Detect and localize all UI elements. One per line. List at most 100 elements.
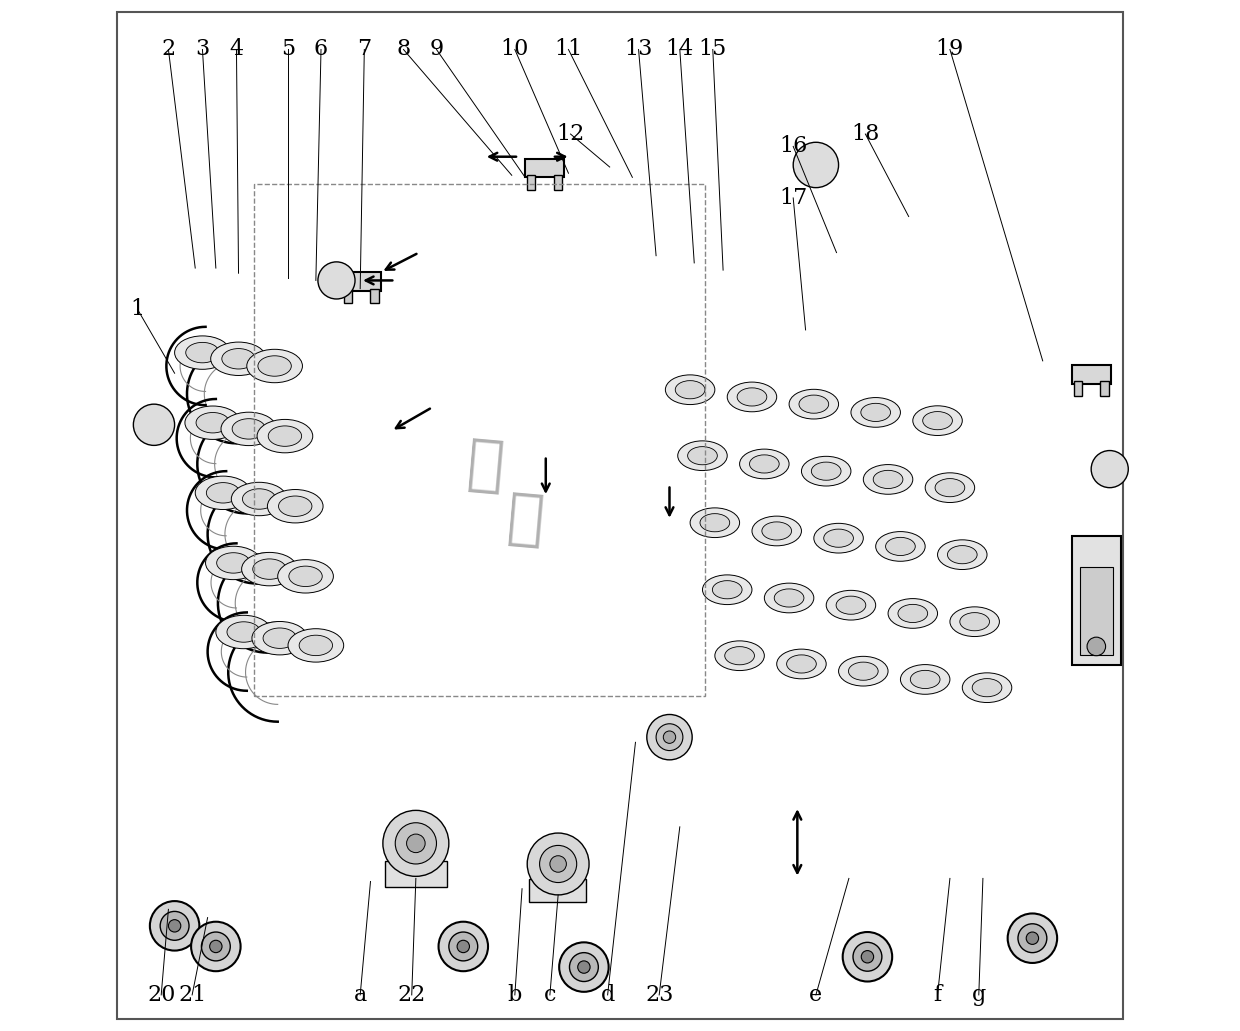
Ellipse shape [247, 350, 303, 383]
Ellipse shape [253, 559, 286, 579]
Ellipse shape [290, 571, 388, 600]
Ellipse shape [789, 390, 838, 419]
Ellipse shape [838, 657, 888, 686]
Ellipse shape [691, 508, 739, 537]
Text: 11: 11 [554, 38, 583, 61]
Polygon shape [455, 146, 1094, 830]
Ellipse shape [813, 524, 863, 553]
Ellipse shape [569, 953, 599, 982]
Ellipse shape [206, 546, 262, 579]
Ellipse shape [663, 731, 676, 743]
Text: e: e [810, 984, 822, 1006]
Ellipse shape [737, 388, 766, 406]
Text: g: g [972, 984, 986, 1006]
Text: 14: 14 [666, 38, 694, 61]
Ellipse shape [751, 517, 801, 545]
Ellipse shape [644, 427, 742, 456]
Text: 6: 6 [314, 38, 329, 61]
Ellipse shape [539, 845, 577, 883]
Ellipse shape [848, 662, 878, 680]
Ellipse shape [278, 560, 334, 593]
Ellipse shape [559, 942, 609, 992]
Polygon shape [314, 467, 725, 627]
Ellipse shape [232, 419, 265, 439]
Polygon shape [278, 328, 701, 490]
Text: 7: 7 [357, 38, 371, 61]
Ellipse shape [236, 362, 334, 391]
Polygon shape [332, 537, 739, 697]
Ellipse shape [169, 920, 181, 932]
Ellipse shape [253, 431, 351, 460]
Ellipse shape [317, 262, 355, 299]
Ellipse shape [712, 580, 742, 599]
Bar [554, 175, 562, 190]
Ellipse shape [222, 348, 255, 369]
Ellipse shape [289, 566, 322, 587]
Text: f: f [934, 984, 941, 1006]
Bar [384, 861, 446, 887]
Ellipse shape [195, 476, 250, 509]
Ellipse shape [888, 599, 937, 628]
Ellipse shape [670, 564, 768, 593]
Bar [343, 289, 352, 303]
Text: a: a [353, 984, 367, 1006]
Bar [529, 879, 587, 902]
Ellipse shape [811, 462, 841, 480]
Ellipse shape [676, 380, 706, 399]
Bar [1080, 567, 1112, 655]
Text: 23: 23 [645, 984, 673, 1006]
Bar [1071, 536, 1121, 665]
Ellipse shape [407, 834, 425, 853]
Ellipse shape [175, 336, 231, 369]
Ellipse shape [196, 412, 229, 433]
Ellipse shape [678, 441, 727, 470]
Ellipse shape [299, 635, 332, 656]
Ellipse shape [232, 483, 286, 516]
Ellipse shape [449, 932, 477, 961]
Text: 组: 组 [505, 490, 546, 552]
Ellipse shape [937, 540, 987, 569]
Polygon shape [350, 607, 751, 764]
Ellipse shape [935, 478, 965, 497]
Ellipse shape [252, 622, 308, 655]
Polygon shape [295, 397, 713, 558]
Text: 19: 19 [936, 38, 963, 61]
Ellipse shape [913, 406, 962, 435]
Ellipse shape [309, 640, 405, 669]
Ellipse shape [279, 496, 312, 517]
Ellipse shape [972, 678, 1002, 697]
Ellipse shape [257, 420, 312, 453]
Ellipse shape [910, 670, 940, 689]
Ellipse shape [268, 426, 301, 446]
Ellipse shape [217, 553, 250, 573]
Text: 3: 3 [196, 38, 210, 61]
Ellipse shape [861, 403, 890, 422]
Ellipse shape [826, 591, 875, 620]
Ellipse shape [688, 446, 717, 465]
Text: 8: 8 [397, 38, 410, 61]
Ellipse shape [724, 646, 754, 665]
Bar [1071, 365, 1111, 384]
Text: d: d [600, 984, 615, 1006]
Text: 13: 13 [625, 38, 652, 61]
Bar [527, 175, 536, 190]
Bar [1074, 381, 1081, 396]
Text: 5: 5 [281, 38, 295, 61]
Text: 17: 17 [779, 187, 807, 209]
Ellipse shape [749, 455, 779, 473]
Ellipse shape [201, 932, 231, 961]
Ellipse shape [885, 537, 915, 556]
Ellipse shape [774, 589, 804, 607]
Text: 22: 22 [398, 984, 425, 1006]
Ellipse shape [227, 622, 260, 642]
Ellipse shape [836, 596, 866, 614]
Ellipse shape [875, 532, 925, 561]
Ellipse shape [873, 470, 903, 489]
Ellipse shape [799, 395, 828, 413]
Ellipse shape [683, 633, 780, 662]
Ellipse shape [923, 411, 952, 430]
Text: 12: 12 [557, 123, 584, 145]
Ellipse shape [439, 922, 489, 971]
Ellipse shape [862, 951, 874, 963]
Ellipse shape [863, 465, 913, 494]
